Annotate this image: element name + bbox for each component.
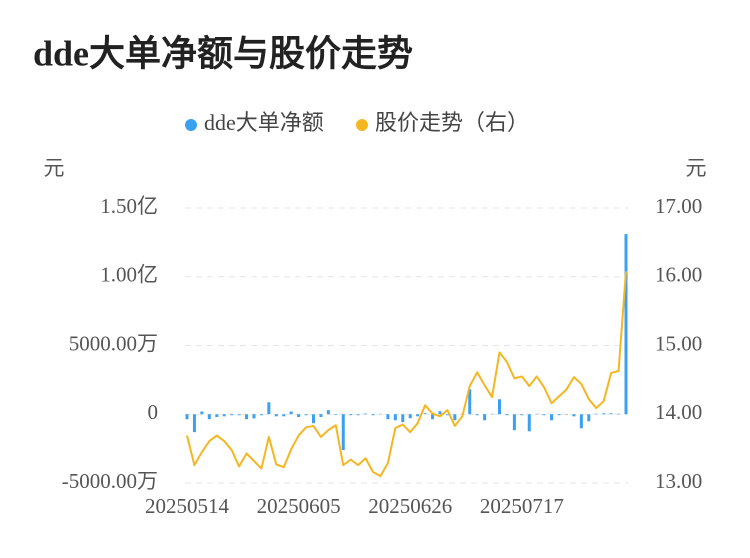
bar [416, 414, 420, 417]
x-tick-label: 20250717 [480, 494, 564, 518]
legend-label: dde大单净额 [204, 110, 324, 135]
bar [438, 411, 442, 415]
bar [230, 414, 234, 416]
bar [564, 414, 568, 415]
bar [453, 414, 457, 421]
bar [475, 414, 479, 416]
bar [378, 413, 382, 415]
bar [356, 414, 360, 416]
bar [274, 414, 278, 417]
bar [326, 410, 330, 415]
bar [587, 414, 591, 422]
bar [386, 414, 390, 420]
bar [259, 414, 263, 416]
bar [207, 414, 211, 420]
y-tick-label: 5000.00万 [69, 331, 158, 355]
bar [542, 414, 546, 416]
bar [512, 414, 516, 431]
bar [200, 411, 204, 415]
y-tick-label: 0 [148, 400, 159, 424]
bar [185, 414, 189, 420]
y2-tick-label: 17.00 [655, 194, 702, 218]
bar [468, 389, 472, 415]
bar [215, 414, 219, 417]
bar [371, 414, 375, 416]
bar [602, 413, 606, 415]
bar [267, 402, 271, 415]
y2-tick-label: 14.00 [655, 400, 702, 424]
bar [423, 413, 427, 415]
legend-marker [356, 119, 368, 131]
bar [245, 414, 249, 420]
bar [341, 414, 345, 450]
y-tick-label: 1.00亿 [100, 263, 158, 287]
bar [490, 413, 494, 415]
x-tick-label: 20250605 [257, 494, 341, 518]
legend-marker [185, 119, 197, 131]
bar [505, 414, 509, 416]
bar [297, 414, 301, 417]
bar [617, 413, 621, 415]
bar [237, 414, 241, 416]
bar [520, 414, 524, 416]
bar [252, 414, 256, 419]
bar [334, 414, 338, 415]
bar [624, 234, 628, 415]
x-tick-label: 20250626 [368, 494, 452, 518]
bar [304, 414, 308, 416]
bar [192, 414, 196, 433]
bar [408, 414, 412, 419]
bar [311, 414, 315, 424]
bar [483, 414, 487, 421]
y2-tick-label: 15.00 [655, 331, 702, 355]
bar [527, 414, 531, 432]
bar [594, 413, 598, 415]
bar [572, 414, 576, 417]
bar [557, 414, 561, 416]
bar [364, 413, 368, 415]
bar [535, 413, 539, 415]
bar [222, 414, 226, 417]
bar [349, 414, 353, 416]
bar [282, 414, 286, 417]
bar [445, 414, 449, 416]
y-tick-label: 1.50亿 [100, 194, 158, 218]
y2-unit: 元 [686, 156, 707, 180]
bar [289, 411, 293, 415]
bar [609, 413, 613, 415]
bar [401, 414, 405, 423]
bar [319, 414, 323, 417]
bar [393, 414, 397, 421]
bar [498, 399, 502, 415]
bar [550, 414, 554, 421]
y-unit: 元 [44, 156, 65, 180]
y-tick-label: -5000.00万 [62, 469, 158, 493]
chart-title: dde大单净额与股价走势 [33, 33, 413, 73]
bar [579, 414, 583, 429]
bar [431, 414, 435, 420]
x-tick-label: 20250514 [145, 494, 230, 518]
y2-tick-label: 16.00 [655, 263, 702, 287]
legend-label: 股价走势（右） [375, 110, 529, 135]
y2-tick-label: 13.00 [655, 469, 702, 493]
price-line [186, 271, 627, 478]
